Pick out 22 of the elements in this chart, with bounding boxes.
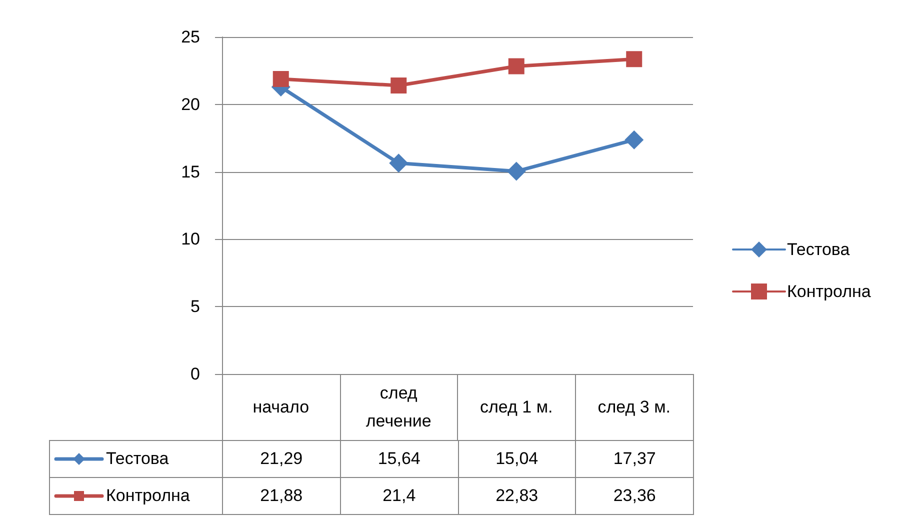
data-label: 23,36	[613, 486, 656, 506]
legend-label: Контролна	[787, 282, 872, 301]
text: Тестова	[106, 449, 169, 468]
data-label: 22,83	[496, 486, 538, 506]
x-tick-label: начало	[252, 398, 310, 416]
data-label: 15,04	[496, 449, 538, 469]
x-tick-label: след лечение	[366, 384, 432, 430]
y-tick-label: 0	[190, 364, 200, 384]
text: Контролна	[106, 486, 190, 505]
y-tick-label: 15	[181, 162, 200, 182]
y-tick-label: 5	[190, 297, 200, 316]
data-label: 17,37	[613, 449, 656, 469]
x-tick-label: след 1 м.	[480, 398, 553, 416]
y-tick-label: 20	[181, 94, 200, 114]
data-label: 21,88	[260, 486, 303, 506]
data-label: 15,64	[378, 449, 420, 469]
data-label: 21,29	[260, 449, 303, 469]
y-tick-label: 25	[181, 28, 200, 46]
y-tick-label: 10	[181, 230, 200, 249]
legend-label: Тестова	[787, 240, 850, 259]
x-tick-label: след 3 м.	[598, 398, 670, 416]
data-label: 21,4	[382, 486, 416, 506]
